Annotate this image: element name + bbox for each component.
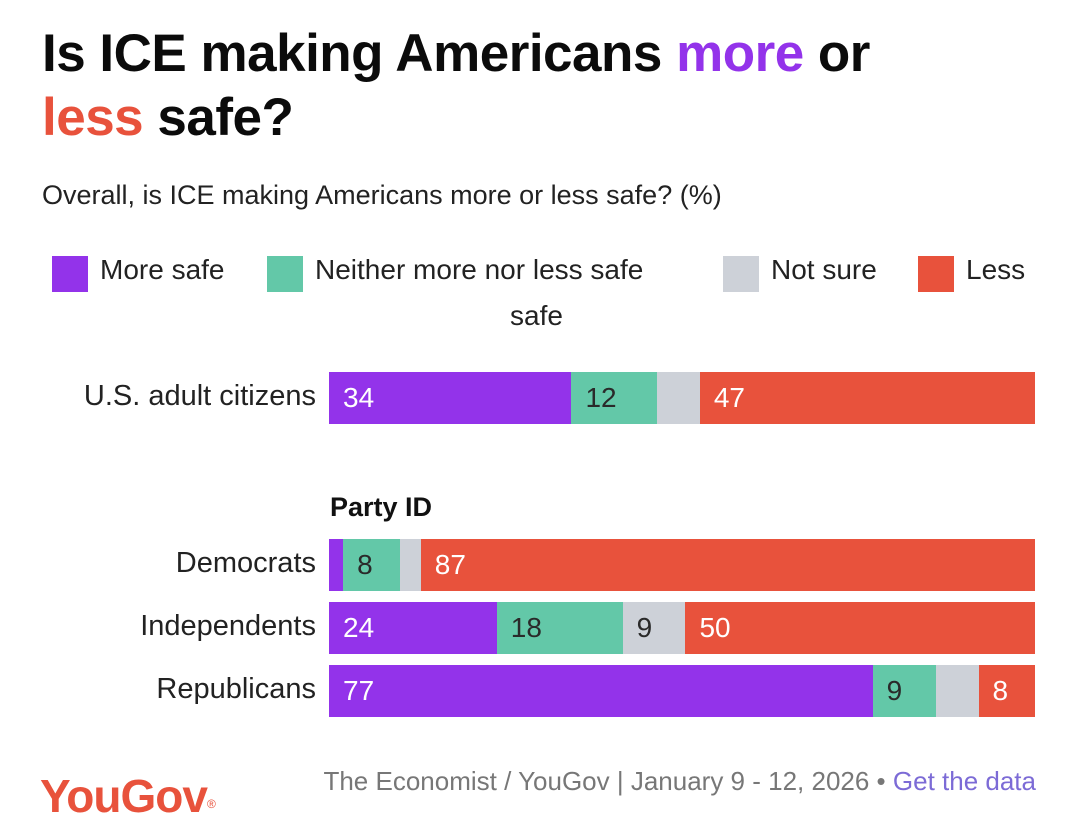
data-label-neither: 9	[886, 675, 903, 706]
title-part-2: or	[803, 24, 871, 83]
title-part-3: safe?	[143, 88, 294, 147]
legend-label-wrap: safe	[510, 300, 563, 331]
legend-label-not-sure: Not sure	[771, 254, 877, 285]
legend-label-more-safe: More safe	[100, 254, 225, 285]
title-less-highlight: less	[42, 88, 144, 147]
chart-legend: More safe Neither more nor less safe Not…	[42, 248, 1042, 344]
bar-segment-less-safe: 8	[978, 665, 1036, 717]
data-label-more-safe: 34	[343, 382, 375, 413]
source-note: The Economist / YouGov | January 9 - 12,…	[276, 766, 1036, 797]
yougov-logo: YouGov®	[40, 768, 216, 824]
data-label-not-sure: 9	[636, 612, 653, 643]
registered-mark: ®	[206, 797, 216, 811]
chart-title: Is ICE making Americans more or less safe…	[42, 22, 1042, 150]
legend-swatch-less-safe	[918, 256, 954, 292]
group-heading-party-id: Party ID	[330, 492, 433, 522]
title-more-highlight: more	[676, 24, 804, 83]
bar-segment-less-safe: 50	[685, 602, 1036, 654]
row-label-us-adults: U.S. adult citizens	[83, 380, 316, 412]
data-label-more-safe: 77	[343, 675, 375, 706]
title-part-1: Is ICE making Americans	[42, 24, 677, 83]
data-label-less-safe: 87	[434, 549, 466, 580]
row-label-republicans: Republicans	[156, 673, 316, 705]
bar-us-adults: 34 12 47	[329, 372, 1036, 424]
bar-segment-neither: 18	[496, 602, 624, 654]
legend-swatch-more-safe	[52, 256, 88, 292]
data-label-neither: 18	[510, 612, 542, 643]
data-label-neither: 8	[357, 549, 373, 580]
bar-segment-less-safe: 47	[699, 372, 1036, 424]
row-label-independents: Independents	[140, 610, 316, 642]
bar-segment-not-sure: 9	[622, 602, 686, 654]
data-label-neither: 12	[585, 382, 617, 413]
bar-segment-not-sure	[657, 372, 701, 424]
bar-democrats: 8 87	[329, 539, 1036, 591]
legend-label-less-safe: Less	[966, 254, 1026, 285]
yougov-logo-text: YouGov	[40, 770, 208, 822]
get-data-link[interactable]: Get the data	[892, 766, 1036, 796]
legend-swatch-neither	[267, 256, 303, 292]
bar-segment-not-sure	[936, 665, 980, 717]
bar-segment-not-sure	[399, 539, 422, 591]
data-label-less-safe: 50	[699, 612, 731, 643]
chart-subtitle: Overall, is ICE making Americans more or…	[42, 180, 722, 210]
legend-label-neither: Neither more nor less safe	[315, 254, 644, 285]
legend-swatch-not-sure	[723, 256, 759, 292]
bar-segment-neither: 12	[571, 372, 658, 424]
bar-segment-less-safe: 87	[420, 539, 1036, 591]
row-label-democrats: Democrats	[175, 547, 316, 579]
bar-segment-neither: 8	[343, 539, 401, 591]
bar-republicans: 77 9 8	[329, 665, 1036, 717]
source-text: The Economist / YouGov | January 9 - 12,…	[323, 766, 886, 796]
data-label-less-safe: 8	[992, 675, 1009, 706]
bar-segment-more-safe: 77	[329, 665, 874, 717]
bar-segment-more-safe	[329, 539, 344, 591]
data-label-less-safe: 47	[713, 382, 745, 413]
bar-segment-more-safe: 34	[329, 372, 572, 424]
bar-segment-more-safe: 24	[329, 602, 498, 654]
data-label-more-safe: 24	[343, 612, 375, 643]
bar-segment-neither: 9	[872, 665, 937, 717]
bar-independents: 24 18 9 50	[329, 602, 1036, 654]
